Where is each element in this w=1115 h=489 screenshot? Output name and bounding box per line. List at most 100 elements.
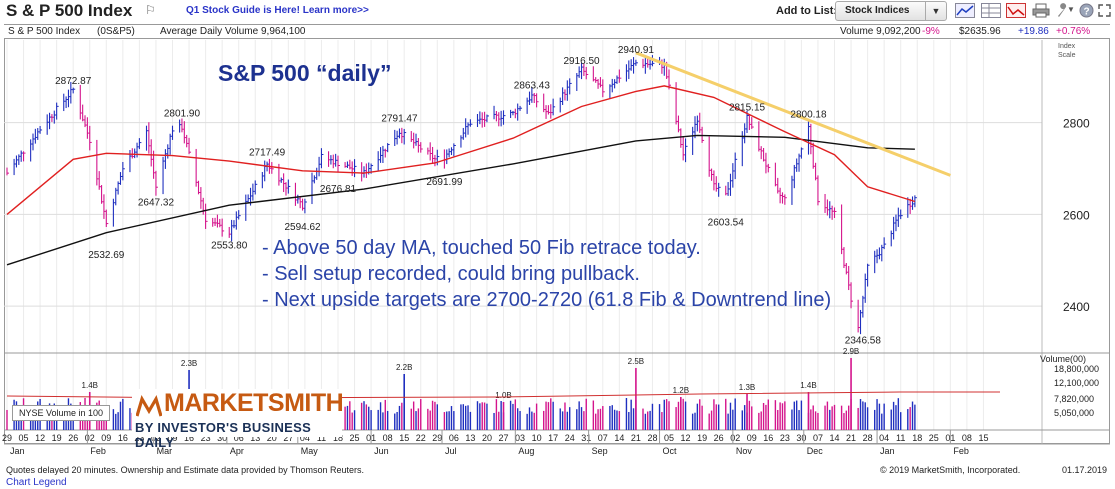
x-tick-label: 08	[383, 433, 393, 443]
x-tick-label: 23	[780, 433, 790, 443]
volume-axis-title: Volume(00)	[1040, 354, 1086, 364]
x-tick-label: 09	[167, 433, 177, 443]
x-tick-label: 15	[978, 433, 988, 443]
x-tick-label: 29	[432, 433, 442, 443]
x-tick-label: 09	[101, 433, 111, 443]
volume-data-label: 1.0B	[495, 391, 511, 400]
nyse-volume-label: NYSE Volume in 100	[12, 405, 110, 421]
expand-icon[interactable]	[1097, 3, 1112, 21]
flag-icon[interactable]: ⚐	[145, 3, 156, 17]
volume-data-label: 1.4B	[800, 381, 816, 390]
x-tick-label: 25	[350, 433, 360, 443]
print-icon[interactable]	[1032, 3, 1050, 21]
list-select[interactable]: Stock Indices ▼	[835, 1, 947, 21]
x-tick-label: 04	[300, 433, 310, 443]
x-tick-label: 26	[68, 433, 78, 443]
month-label: Oct	[663, 446, 678, 456]
promo-link[interactable]: Q1 Stock Guide is Here! Learn more>>	[186, 5, 369, 16]
x-tick-label: 06	[234, 433, 244, 443]
x-tick-label: 27	[283, 433, 293, 443]
x-tick-label: 19	[697, 433, 707, 443]
x-tick-label: 17	[548, 433, 558, 443]
footer-copyright: © 2019 MarketSmith, Incorporated.	[880, 465, 1021, 475]
x-tick-label: 27	[498, 433, 508, 443]
price-data-label: 2676.81	[320, 184, 357, 195]
price-readout: $2635.96	[959, 26, 1001, 37]
wrench-dropdown-icon[interactable]: ▼	[1067, 5, 1075, 14]
logo-tagline: BY INVESTOR'S BUSINESS DAILY	[135, 420, 312, 450]
x-tick-label: 23	[201, 433, 211, 443]
x-tick-label: 25	[929, 433, 939, 443]
index-symbol: (0S&P5)	[97, 26, 135, 37]
volume-data-label: 1.2B	[673, 386, 689, 395]
x-tick-label: 14	[614, 433, 624, 443]
price-axis-label: Scale	[1058, 52, 1076, 59]
x-tick-label: 20	[267, 433, 277, 443]
month-label: May	[301, 446, 319, 456]
page-title: S & P 500 Index	[6, 1, 133, 20]
chevron-down-icon[interactable]: ▼	[925, 2, 946, 20]
volume-readout: Volume 9,092,200	[840, 26, 921, 37]
x-tick-label: 10	[532, 433, 542, 443]
table-icon[interactable]	[981, 3, 1001, 21]
price-data-label: 2603.54	[708, 218, 745, 229]
price-axis-label: Index	[1058, 43, 1076, 50]
x-tick-label: 08	[962, 433, 972, 443]
volume-data-label: 2.5B	[628, 357, 644, 366]
line-chart-icon[interactable]	[955, 3, 975, 21]
svg-text:?: ?	[1083, 7, 1089, 18]
x-tick-label: 04	[879, 433, 889, 443]
x-tick-label: 11	[896, 433, 905, 443]
volume-data-label: 1.3B	[739, 383, 755, 392]
x-tick-label: 12	[35, 433, 45, 443]
red-chart-icon[interactable]	[1006, 3, 1026, 21]
price-data-label: 2801.90	[164, 109, 201, 120]
month-label: Feb	[953, 446, 969, 456]
footer-date: 01.17.2019	[1062, 465, 1108, 475]
chart-headline: S&P 500 “daily”	[218, 60, 392, 86]
x-tick-label: 02	[151, 433, 161, 443]
volume-data-label: 2.9B	[843, 347, 859, 356]
x-tick-label: 13	[465, 433, 475, 443]
marketsmith-logo: MARKETSMITH BY INVESTOR'S BUSINESS DAILY	[132, 389, 344, 450]
price-tick-label: 2400	[1063, 300, 1090, 314]
x-tick-label: 14	[829, 433, 839, 443]
x-tick-label: 31	[581, 433, 591, 443]
price-data-label: 2553.80	[211, 241, 248, 252]
downtrend-line	[635, 51, 951, 177]
x-tick-label: 18	[912, 433, 922, 443]
logo-brand: MARKETSMITH	[164, 389, 344, 417]
volume-tick-label: 12,100,000	[1054, 378, 1099, 388]
month-label: Jun	[374, 446, 389, 456]
help-icon[interactable]: ?	[1079, 3, 1094, 21]
wrench-icon[interactable]	[1055, 3, 1069, 21]
x-tick-label: 26	[714, 433, 724, 443]
month-label: Jan	[880, 446, 895, 456]
x-tick-label: 12	[681, 433, 691, 443]
x-tick-label: 16	[763, 433, 773, 443]
price-bars	[6, 55, 917, 335]
x-tick-label: 03	[515, 433, 525, 443]
month-label: Feb	[90, 446, 106, 456]
x-tick-label: 28	[863, 433, 873, 443]
annotation-line-3: - Next upside targets are 2700-2720 (61.…	[262, 289, 832, 311]
marketsmith-logo-mark	[136, 395, 162, 417]
volume-tick-label: 5,050,000	[1054, 408, 1094, 418]
x-tick-label: 28	[647, 433, 657, 443]
x-tick-label: 23	[134, 433, 144, 443]
x-tick-label: 11	[317, 433, 326, 443]
x-tick-label: 15	[399, 433, 409, 443]
price-data-label: 2647.32	[138, 198, 175, 209]
volume-change: -9%	[922, 26, 940, 37]
top-bar: S & P 500 Index ⚐ Q1 Stock Guide is Here…	[0, 0, 1115, 22]
price-data-label: 2940.91	[618, 45, 655, 56]
price-data-label: 2800.18	[790, 110, 827, 121]
price-data-label: 2815.15	[729, 103, 766, 114]
x-tick-label: 16	[184, 433, 194, 443]
x-tick-label: 21	[631, 433, 641, 443]
chart-legend-link[interactable]: Chart Legend	[6, 477, 67, 488]
month-label: Jan	[10, 446, 25, 456]
volume-data-label: 2.2B	[396, 363, 412, 372]
x-tick-label: 07	[598, 433, 608, 443]
